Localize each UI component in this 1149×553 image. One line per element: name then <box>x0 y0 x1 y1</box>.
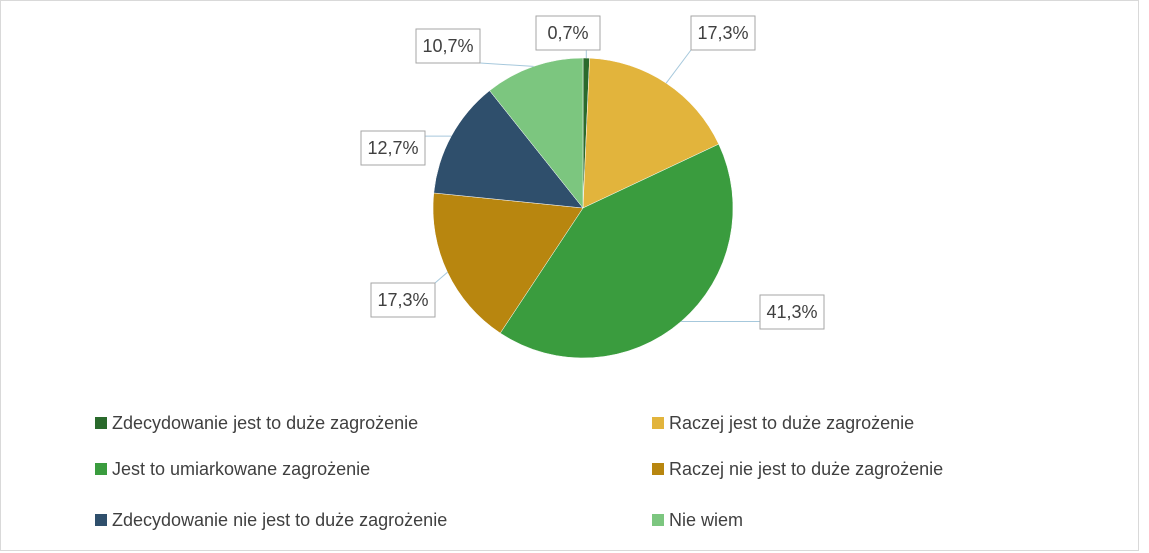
leader-line <box>434 271 448 284</box>
data-label: 0,7% <box>547 23 588 43</box>
label-box <box>360 130 426 166</box>
legend-swatch <box>652 514 664 526</box>
data-label: 10,7% <box>422 36 473 56</box>
legend-swatch <box>95 417 107 429</box>
legend-swatch <box>652 463 664 475</box>
legend-label: Raczej nie jest to duże zagrożenie <box>669 459 943 479</box>
label-box <box>370 282 436 318</box>
legend-swatch <box>652 417 664 429</box>
data-label: 12,7% <box>367 138 418 158</box>
label-box <box>759 294 825 330</box>
data-label: 17,3% <box>377 290 428 310</box>
pie-slice <box>499 143 734 359</box>
data-label: 41,3% <box>766 302 817 322</box>
leader-line <box>479 62 534 67</box>
legend-label: Zdecydowanie jest to duże zagrożenie <box>112 413 418 433</box>
label-box <box>415 28 481 64</box>
label-box <box>690 15 756 51</box>
legend-swatch <box>95 463 107 475</box>
legend-swatch <box>95 514 107 526</box>
data-label: 17,3% <box>697 23 748 43</box>
legend-label: Jest to umiarkowane zagrożenie <box>112 459 370 479</box>
legend-label: Zdecydowanie nie jest to duże zagrożenie <box>112 510 447 530</box>
leader-line <box>665 49 692 84</box>
label-box <box>535 15 601 51</box>
pie-slice <box>582 57 720 209</box>
legend-label: Nie wiem <box>669 510 743 530</box>
legend-label: Raczej jest to duże zagrożenie <box>669 413 914 433</box>
pie-slice <box>489 57 584 209</box>
